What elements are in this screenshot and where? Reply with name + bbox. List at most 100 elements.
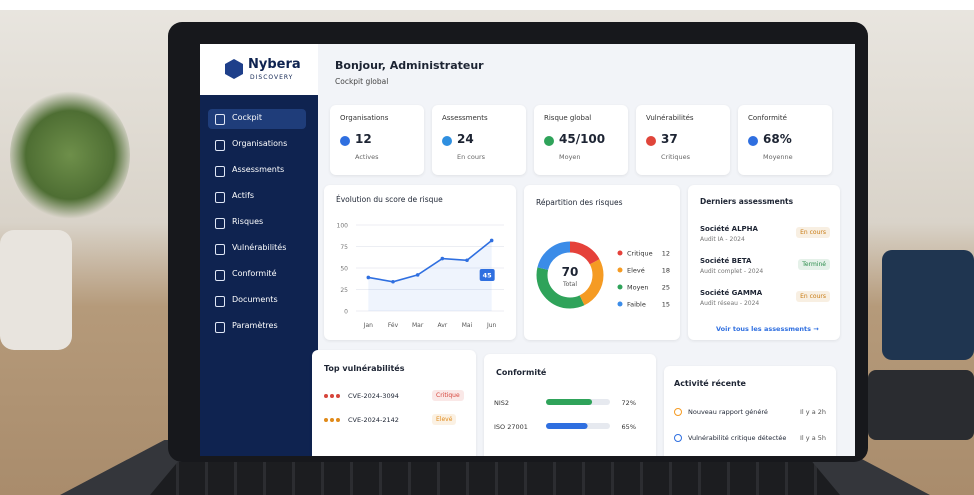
legend-value: 12 (662, 250, 670, 258)
nav-icon (215, 166, 225, 177)
cve-id: CVE-2024-2142 (348, 416, 399, 424)
status-badge: En cours (796, 227, 830, 238)
sidebar-top (200, 44, 318, 95)
x-tick-label: Avr (437, 322, 447, 329)
donut-total: 70 (562, 265, 579, 279)
point (415, 273, 420, 277)
kpi-card: Organisations 12 Actives (330, 105, 424, 175)
bar (546, 399, 593, 405)
nav-icon (215, 270, 225, 281)
donut-segment (536, 241, 604, 309)
activity-time: Il y a 5h (800, 434, 827, 442)
badge-label: 45 (483, 272, 493, 280)
logo-mark (225, 59, 243, 79)
kpi-card: Assessments 24 En cours (432, 105, 526, 175)
nav-label: Conformité (232, 269, 277, 278)
kpi-note: En cours (457, 153, 486, 161)
nav-icon (215, 322, 225, 333)
severity-badge: Critique (432, 390, 464, 401)
area (368, 240, 492, 311)
mug (882, 250, 974, 360)
card-title: Conformité (496, 368, 547, 377)
activity-text: Nouveau rapport généré (688, 408, 768, 416)
kpi-note: Actives (355, 153, 379, 161)
assessment-detail: Audit IA - 2024 (700, 236, 745, 243)
donut-segment (536, 241, 604, 309)
top-vulns-card: Top vulnérabilités CVE-2024-3094 Critique C… (312, 350, 476, 456)
plant-pot (0, 230, 72, 350)
nav-label: Paramètres (232, 321, 278, 330)
framework-name: ISO 27001 (494, 423, 528, 431)
nav-item[interactable]: Actifs (208, 187, 306, 207)
plant-leaves (10, 90, 130, 220)
nav-item[interactable]: Conformité (208, 265, 306, 285)
nav-item[interactable]: Documents (208, 291, 306, 311)
risk-split-card: Répartition des risques Critique 12 Elevé 18… (524, 185, 680, 340)
severity-dot (324, 394, 328, 398)
x-tick-label: Mai (462, 322, 473, 329)
severity-dot (336, 394, 340, 398)
nav-icon (215, 140, 225, 151)
kpi-icon (340, 136, 350, 146)
legend-label: Faible (627, 301, 646, 309)
legend-label: Elevé (627, 267, 645, 275)
page-title: Bonjour, Administrateur (335, 59, 484, 72)
nav-icon (215, 192, 225, 203)
kpi-value: 45/100 (559, 132, 606, 146)
status-badge: Terminé (798, 259, 830, 270)
kpi-card: Vulnérabilités 37 Critiques (636, 105, 730, 175)
severity-badge: Elevé (432, 414, 457, 425)
bar (546, 423, 588, 429)
nav-item[interactable]: Risques (208, 213, 306, 233)
legend-label: Critique (627, 250, 653, 258)
brand-tagline: DISCOVERY (250, 74, 294, 81)
point (366, 275, 371, 280)
screen: Cockpit Organisations Assessments Actifs Ris… (200, 44, 855, 456)
nav-item[interactable]: Assessments (208, 161, 306, 181)
activity-card: Activité récente Nouveau rapport généré Il… (664, 366, 836, 456)
brand-name: Nybera (248, 57, 301, 72)
nav-icon (215, 114, 225, 125)
nav-icon (215, 244, 225, 255)
nav-item[interactable]: Cockpit (208, 109, 306, 129)
kpi-card: Conformité 68% Moyenne (738, 105, 832, 175)
x-tick-label: Mar (412, 322, 424, 329)
tablet (868, 370, 974, 440)
point (440, 256, 445, 261)
risk-trend-card: Évolution du score de risque 0 25 50 75 100 Ja… (324, 185, 516, 340)
assessment-name: Société GAMMA (700, 289, 763, 297)
all-assessments-link[interactable]: Voir tous les assessments → (716, 325, 819, 333)
legend-label: Moyen (627, 284, 649, 292)
nav-label: Assessments (232, 165, 285, 174)
y-tick-label: 25 (340, 287, 348, 294)
legend-dot (617, 267, 623, 273)
assessment-detail: Audit réseau - 2024 (700, 300, 760, 307)
kpi-icon (646, 136, 656, 146)
x-tick-label: Jun (486, 322, 497, 329)
nav-icon (215, 218, 225, 229)
activity-text: Vulnérabilité critique détectée (688, 434, 787, 442)
kpi-label: Organisations (340, 114, 389, 122)
legend-dot (617, 284, 623, 290)
activity-time: Il y a 2h (800, 408, 827, 416)
chart-title: Évolution du score de risque (336, 195, 443, 204)
x-tick-label: Fév (388, 322, 399, 329)
chart-title: Répartition des risques (536, 198, 623, 207)
kpi-value: 24 (457, 132, 474, 146)
compliance-bars: NIS2 72% ISO 27001 65% (494, 399, 636, 431)
sidebar: Cockpit Organisations Assessments Actifs Ris… (200, 95, 318, 456)
keyboard (150, 462, 840, 495)
nav-label: Organisations (232, 139, 288, 148)
severity-dot (324, 418, 328, 422)
nav-item[interactable]: Paramètres (208, 317, 306, 337)
bar-value-label: 65% (622, 423, 636, 431)
bar-value-label: 72% (622, 399, 636, 407)
nav-label: Vulnérabilités (232, 243, 287, 252)
nav-item[interactable]: Organisations (208, 135, 306, 155)
kpi-label: Assessments (442, 114, 488, 122)
compliance-card: Conformité NIS2 72% ISO 27001 65% (484, 354, 656, 456)
nav-item[interactable]: Vulnérabilités (208, 239, 306, 259)
kpi-note: Critiques (661, 153, 691, 161)
severity-dot (336, 418, 340, 422)
